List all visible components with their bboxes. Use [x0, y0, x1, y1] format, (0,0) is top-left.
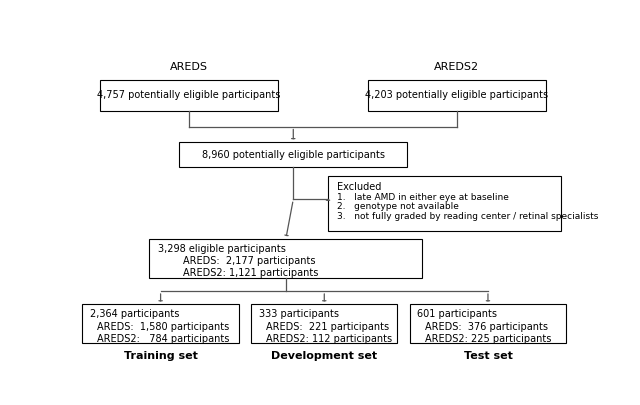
- Text: AREDS2: 112 participants: AREDS2: 112 participants: [266, 334, 392, 344]
- Text: Excluded: Excluded: [337, 182, 381, 192]
- FancyBboxPatch shape: [150, 239, 422, 278]
- Text: AREDS:  1,580 participants: AREDS: 1,580 participants: [97, 322, 230, 332]
- Text: Test set: Test set: [463, 351, 513, 361]
- Text: AREDS: AREDS: [170, 62, 208, 72]
- Text: 333 participants: 333 participants: [259, 309, 339, 319]
- Text: Training set: Training set: [124, 351, 198, 361]
- Text: 1.   late AMD in either eye at baseline: 1. late AMD in either eye at baseline: [337, 193, 509, 202]
- FancyBboxPatch shape: [100, 80, 278, 111]
- FancyBboxPatch shape: [367, 80, 547, 111]
- Text: AREDS:  376 participants: AREDS: 376 participants: [425, 322, 548, 332]
- FancyBboxPatch shape: [179, 142, 408, 167]
- Text: 601 participants: 601 participants: [417, 309, 497, 319]
- Text: 2.   genotype not available: 2. genotype not available: [337, 202, 459, 211]
- Text: 3,298 eligible participants: 3,298 eligible participants: [158, 243, 286, 254]
- Text: Development set: Development set: [271, 351, 378, 361]
- Text: AREDS2: AREDS2: [435, 62, 479, 72]
- Text: 3.   not fully graded by reading center / retinal specialists: 3. not fully graded by reading center / …: [337, 212, 598, 221]
- Text: AREDS2:   784 participants: AREDS2: 784 participants: [97, 334, 230, 344]
- Text: 4,757 potentially eligible participants: 4,757 potentially eligible participants: [97, 90, 281, 100]
- Text: AREDS2: 1,121 participants: AREDS2: 1,121 participants: [183, 268, 319, 278]
- Text: 4,203 potentially eligible participants: 4,203 potentially eligible participants: [365, 90, 548, 100]
- Text: AREDS:  221 participants: AREDS: 221 participants: [266, 322, 389, 332]
- FancyBboxPatch shape: [83, 304, 239, 343]
- Text: AREDS:  2,177 participants: AREDS: 2,177 participants: [183, 256, 316, 266]
- FancyBboxPatch shape: [410, 304, 566, 343]
- Text: 2,364 participants: 2,364 participants: [90, 309, 179, 319]
- FancyBboxPatch shape: [328, 177, 561, 231]
- Text: AREDS2: 225 participants: AREDS2: 225 participants: [425, 334, 551, 344]
- Text: 8,960 potentially eligible participants: 8,960 potentially eligible participants: [202, 149, 385, 160]
- FancyBboxPatch shape: [251, 304, 397, 343]
